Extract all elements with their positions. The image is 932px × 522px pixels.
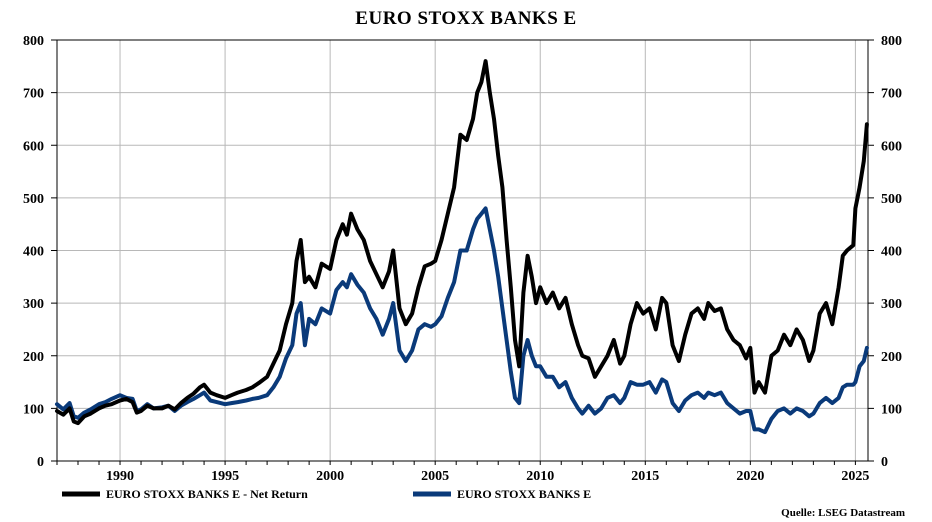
y-tick-label-left: 600: [23, 139, 44, 154]
y-tick-label-right: 200: [881, 350, 902, 365]
y-tick-label-right: 0: [881, 455, 888, 470]
series-line-net-return: [55, 59, 869, 426]
legend-label-price: EURO STOXX BANKS E: [457, 487, 591, 501]
y-tick-label-left: 400: [23, 245, 44, 260]
source-label: Quelle: LSEG Datastream: [781, 507, 905, 519]
y-tick-label-left: 100: [23, 402, 44, 417]
y-tick-label-right: 700: [881, 87, 902, 102]
plot-frame: [56, 39, 869, 462]
y-tick-label-right: 500: [881, 192, 902, 207]
x-tick-label: 2020: [736, 469, 764, 484]
y-tick-label-left: 700: [23, 87, 44, 102]
x-tick-label: 2000: [316, 469, 344, 484]
y-tick-label-right: 100: [881, 402, 902, 417]
y-tick-label-left: 300: [23, 297, 44, 312]
y-tick-label-right: 400: [881, 245, 902, 260]
y-tick-label-left: 500: [23, 192, 44, 207]
x-tick-label: 2005: [421, 469, 449, 484]
x-tick-label: 2015: [631, 469, 659, 484]
y-tick-label-left: 0: [37, 455, 44, 470]
legend-label-net-return: EURO STOXX BANKS E - Net Return: [106, 487, 308, 501]
axes: 0 0 100 100 200 200 300 300 400 400 500 500 600 600 70…: [23, 34, 902, 484]
y-tick-label-right: 600: [881, 139, 902, 154]
y-tick-label-right: 800: [881, 34, 902, 49]
series-line-price: [55, 206, 869, 435]
y-tick-label-left: 800: [23, 34, 44, 49]
x-tick-label: 2010: [526, 469, 554, 484]
series-lines: [55, 59, 869, 435]
chart-title: EURO STOXX BANKS E: [355, 8, 576, 29]
y-tick-label-right: 300: [881, 297, 902, 312]
x-tick-label: 1995: [211, 469, 239, 484]
legend: EURO STOXX BANKS E - Net Return EURO STO…: [62, 487, 591, 501]
y-tick-label-left: 200: [23, 350, 44, 365]
gridlines: [57, 40, 868, 461]
x-tick-label: 2025: [841, 469, 869, 484]
x-tick-label: 1990: [106, 469, 134, 484]
